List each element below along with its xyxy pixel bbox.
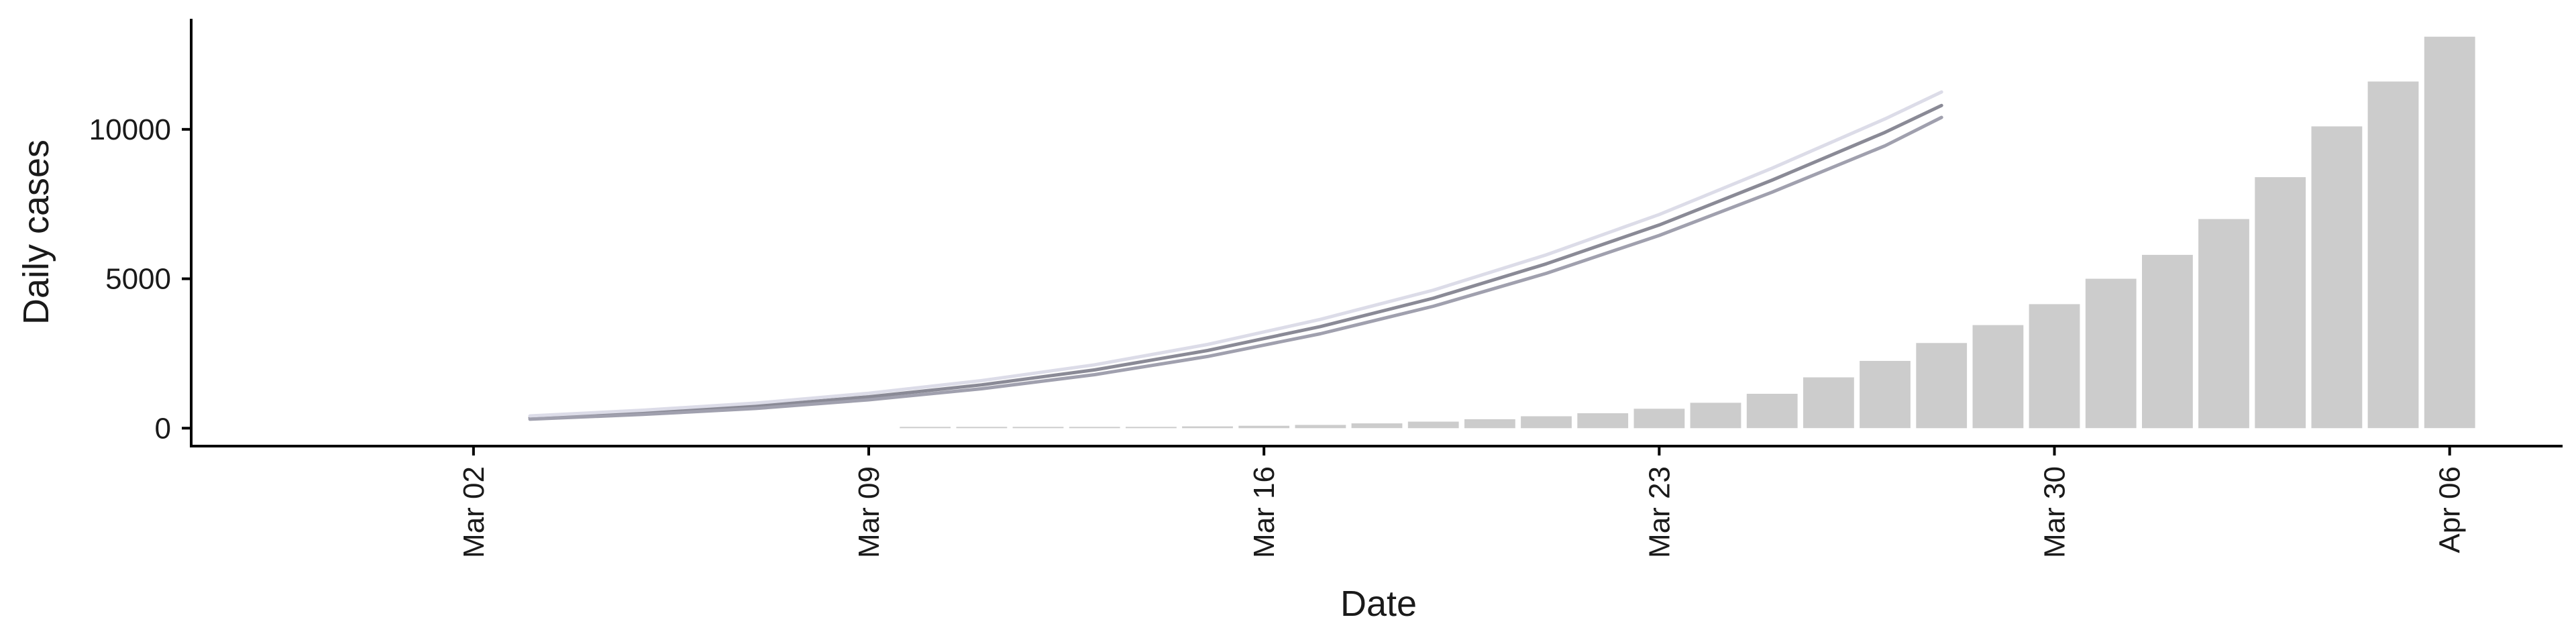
x-axis-ticks: Mar 02 Mar 09 Mar 16 Mar 23 Mar 30 Apr 06 bbox=[458, 446, 2467, 558]
x-tick-label: Apr 06 bbox=[2434, 466, 2467, 553]
x-tick-label: Mar 02 bbox=[458, 466, 490, 558]
bar-2020-03-20 bbox=[1464, 419, 1515, 429]
bar-2020-03-14 bbox=[1126, 427, 1177, 429]
bar-2020-03-10 bbox=[900, 427, 951, 429]
bars-layer bbox=[900, 36, 2475, 429]
bar-2020-03-13 bbox=[1069, 427, 1120, 429]
y-tick-label: 10000 bbox=[89, 113, 171, 146]
bar-2020-04-04 bbox=[2311, 126, 2363, 429]
x-tick-label: Mar 09 bbox=[853, 466, 885, 558]
bar-2020-03-25 bbox=[1746, 394, 1798, 429]
bar-2020-03-15 bbox=[1182, 426, 1233, 429]
x-axis-title: Date bbox=[1340, 584, 1417, 624]
bar-2020-03-18 bbox=[1351, 423, 1403, 429]
x-tick-label: Mar 30 bbox=[2039, 466, 2072, 558]
projection-line-2 bbox=[528, 90, 1943, 418]
bar-2020-04-05 bbox=[2367, 81, 2419, 429]
y-tick-label: 5000 bbox=[105, 263, 171, 296]
bar-2020-03-12 bbox=[1012, 427, 1064, 429]
bar-2020-03-19 bbox=[1407, 421, 1459, 429]
bar-2020-03-26 bbox=[1803, 377, 1854, 429]
bar-2020-04-03 bbox=[2255, 177, 2306, 429]
x-tick-label: Mar 16 bbox=[1248, 466, 1281, 558]
bar-2020-03-23 bbox=[1633, 409, 1685, 429]
y-tick-label: 0 bbox=[155, 412, 171, 445]
bar-2020-03-30 bbox=[2029, 304, 2080, 429]
bar-2020-03-21 bbox=[1521, 416, 1572, 429]
y-axis-title: Daily cases bbox=[16, 140, 56, 325]
projection-line-3 bbox=[528, 115, 1943, 421]
projection-lines-layer bbox=[528, 90, 1943, 421]
bar-2020-03-28 bbox=[1916, 343, 1968, 429]
bar-2020-03-16 bbox=[1238, 425, 1290, 429]
bar-2020-04-06 bbox=[2424, 36, 2475, 429]
bar-2020-03-22 bbox=[1577, 413, 1629, 429]
bar-2020-04-02 bbox=[2198, 219, 2249, 429]
bar-2020-03-31 bbox=[2085, 278, 2137, 429]
projection-line-1 bbox=[528, 103, 1943, 420]
bar-2020-03-17 bbox=[1295, 425, 1346, 429]
bar-2020-04-01 bbox=[2142, 254, 2193, 429]
x-tick-label: Mar 23 bbox=[1643, 466, 1676, 558]
bar-2020-03-27 bbox=[1860, 361, 1911, 429]
y-axis-ticks: 0 5000 10000 bbox=[89, 113, 191, 445]
bar-2020-03-11 bbox=[956, 427, 1008, 429]
bar-2020-03-29 bbox=[1972, 325, 2024, 429]
bar-2020-03-24 bbox=[1690, 402, 1741, 429]
